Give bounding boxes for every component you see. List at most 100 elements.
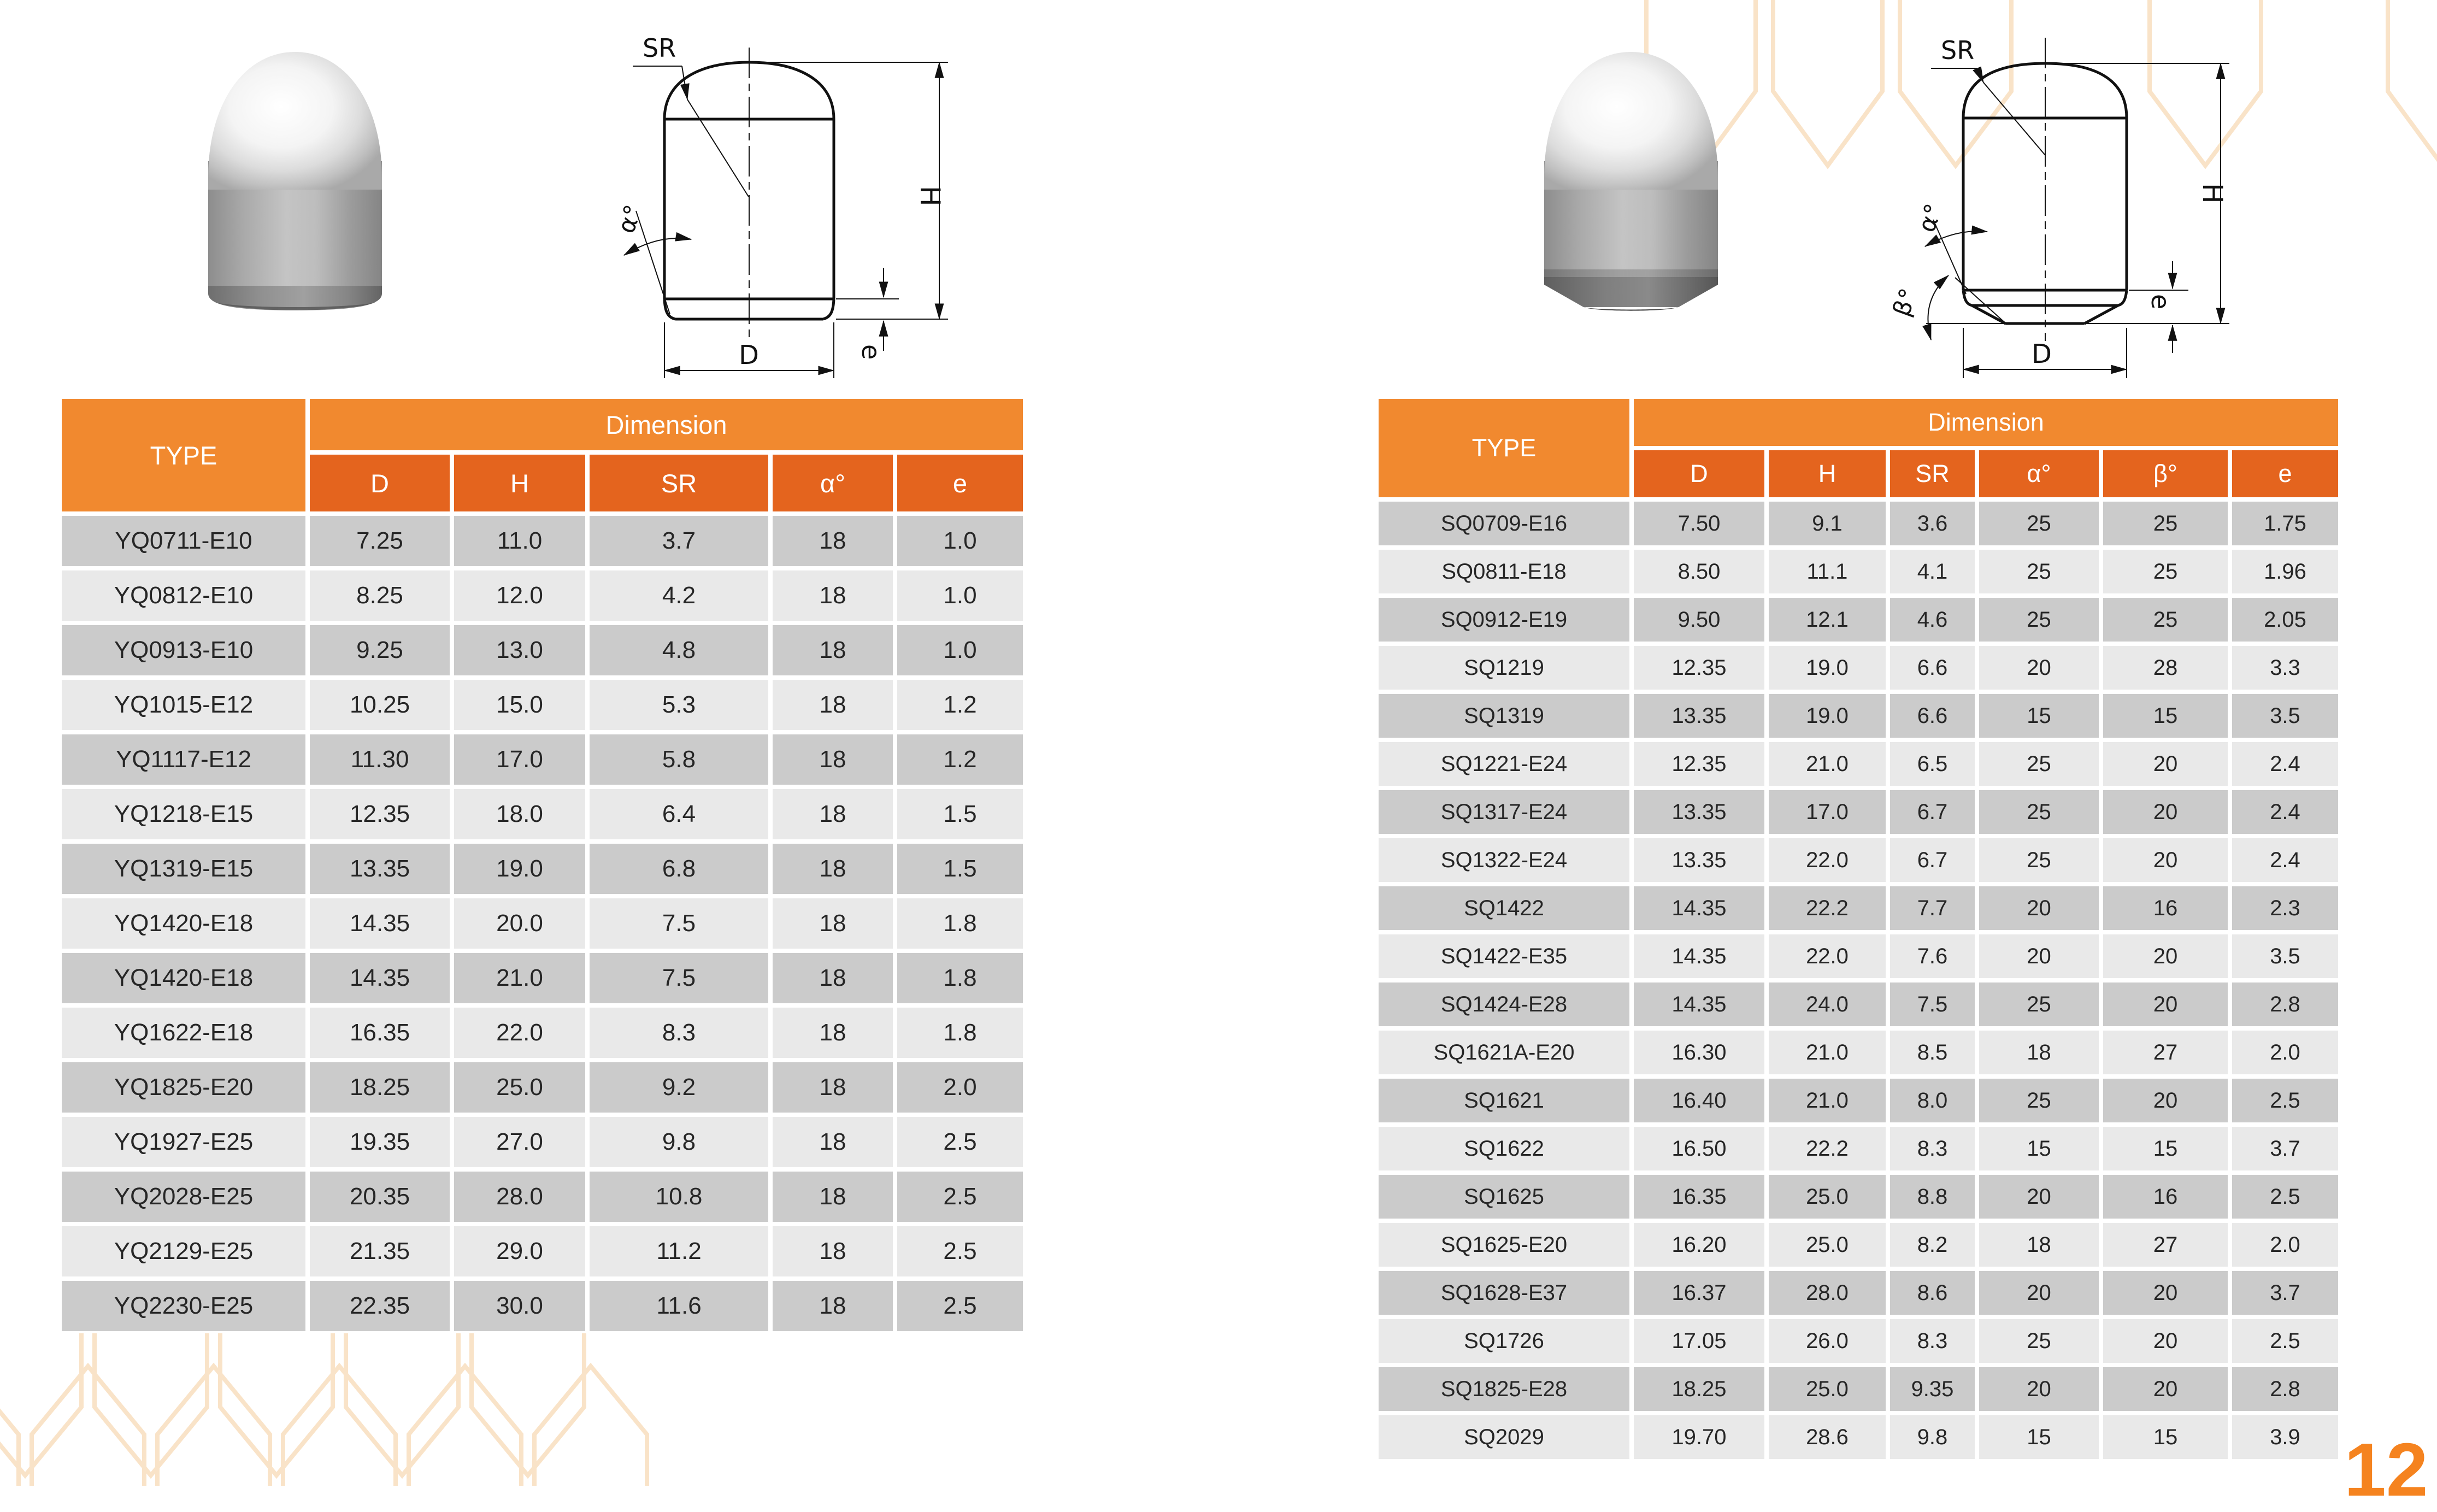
value-cell: 22.35	[310, 1281, 450, 1331]
value-cell: 18	[773, 1117, 893, 1167]
table-row: SQ1221-E24 12.35 21.0 6.5 25 20 2.4	[1379, 742, 2338, 786]
button-base	[208, 286, 382, 310]
value-cell: 8.3	[1890, 1319, 1975, 1363]
value-cell: 3.6	[1890, 502, 1975, 545]
value-cell: 20	[2103, 1271, 2228, 1315]
type-cell: YQ1825-E20	[62, 1062, 305, 1113]
value-cell: 20	[1979, 1175, 2099, 1219]
value-cell: 18	[773, 1281, 893, 1331]
value-cell: 20	[2103, 742, 2228, 786]
value-cell: 3.5	[2232, 694, 2338, 738]
value-cell: 16.40	[1634, 1079, 1764, 1122]
value-cell: 11.1	[1769, 550, 1886, 593]
value-cell: 18.25	[1634, 1367, 1764, 1411]
value-cell: 28	[2103, 646, 2228, 690]
column-header: H	[454, 455, 585, 511]
value-cell: 13.0	[454, 625, 585, 675]
value-cell: 20	[2103, 1079, 2228, 1122]
column-header: D	[310, 455, 450, 511]
value-cell: 14.35	[310, 898, 450, 949]
value-cell: 30.0	[454, 1281, 585, 1331]
value-cell: 20	[2103, 934, 2228, 978]
value-cell: 18	[773, 1226, 893, 1276]
value-cell: 20	[1979, 1367, 2099, 1411]
value-cell: 25	[1979, 838, 2099, 882]
value-cell: 1.5	[897, 844, 1023, 894]
value-cell: 22.0	[1769, 838, 1886, 882]
table-row: SQ1825-E28 18.25 25.0 9.35 20 20 2.8	[1379, 1367, 2338, 1411]
value-cell: 8.8	[1890, 1175, 1975, 1219]
value-cell: 20	[2103, 790, 2228, 834]
value-cell: 22.0	[1769, 934, 1886, 978]
type-cell: SQ0912-E19	[1379, 598, 1629, 642]
value-cell: 2.8	[2232, 982, 2338, 1026]
table-row: SQ1621 16.40 21.0 8.0 25 20 2.5	[1379, 1079, 2338, 1122]
value-cell: 15	[1979, 1127, 2099, 1170]
value-cell: 25	[1979, 742, 2099, 786]
value-cell: 25.0	[1769, 1223, 1886, 1267]
value-cell: 9.2	[590, 1062, 768, 1113]
value-cell: 1.8	[897, 1008, 1023, 1058]
value-cell: 18	[773, 789, 893, 839]
value-cell: 22.2	[1769, 1127, 1886, 1170]
type-cell: YQ1218-E15	[62, 789, 305, 839]
table-row: YQ1927-E25 19.35 27.0 9.8 18 2.5	[62, 1117, 1023, 1167]
value-cell: 16.20	[1634, 1223, 1764, 1267]
value-cell: 6.5	[1890, 742, 1975, 786]
value-cell: 15	[1979, 694, 2099, 738]
type-cell: SQ1424-E28	[1379, 982, 1629, 1026]
value-cell: 9.1	[1769, 502, 1886, 545]
value-cell: 2.0	[2232, 1031, 2338, 1074]
value-cell: 6.7	[1890, 838, 1975, 882]
value-cell: 20.0	[454, 898, 585, 949]
value-cell: 2.5	[2232, 1319, 2338, 1363]
value-cell: 17.0	[1769, 790, 1886, 834]
value-cell: 10.25	[310, 680, 450, 730]
type-cell: YQ2230-E25	[62, 1281, 305, 1331]
column-header: α°	[1979, 450, 2099, 497]
type-cell: YQ2028-E25	[62, 1172, 305, 1222]
value-cell: 8.0	[1890, 1079, 1975, 1122]
value-cell: 3.7	[590, 516, 768, 566]
button-photo-left	[208, 52, 382, 310]
button-dome	[208, 52, 382, 190]
type-cell: YQ1015-E12	[62, 680, 305, 730]
value-cell: 18	[773, 516, 893, 566]
value-cell: 25.0	[1769, 1175, 1886, 1219]
value-cell: 21.0	[1769, 1031, 1886, 1074]
value-cell: 25	[1979, 550, 2099, 593]
value-cell: 18.0	[454, 789, 585, 839]
value-cell: 3.9	[2232, 1415, 2338, 1459]
value-cell: 25.0	[454, 1062, 585, 1113]
value-cell: 15.0	[454, 680, 585, 730]
column-header: H	[1769, 450, 1886, 497]
value-cell: 7.6	[1890, 934, 1975, 978]
value-cell: 6.7	[1890, 790, 1975, 834]
value-cell: 20	[1979, 1271, 2099, 1315]
value-cell: 13.35	[1634, 694, 1764, 738]
label-e: e	[2146, 294, 2175, 309]
table-row: SQ1621A-E20 16.30 21.0 8.5 18 27 2.0	[1379, 1031, 2338, 1074]
type-cell: SQ1621	[1379, 1079, 1629, 1122]
dimension-header: Dimension	[1634, 399, 2338, 446]
value-cell: 16	[2103, 1175, 2228, 1219]
table-row: YQ0812-E10 8.25 12.0 4.2 18 1.0	[62, 570, 1023, 621]
value-cell: 21.0	[1769, 1079, 1886, 1122]
table-row: SQ1625 16.35 25.0 8.8 20 16 2.5	[1379, 1175, 2338, 1219]
value-cell: 1.75	[2232, 502, 2338, 545]
value-cell: 17.0	[454, 734, 585, 785]
value-cell: 18	[773, 898, 893, 949]
value-cell: 16.35	[1634, 1175, 1764, 1219]
value-cell: 8.2	[1890, 1223, 1975, 1267]
type-cell: YQ2129-E25	[62, 1226, 305, 1276]
value-cell: 25	[1979, 1079, 2099, 1122]
table-row: YQ1015-E12 10.25 15.0 5.3 18 1.2	[62, 680, 1023, 730]
type-cell: YQ0913-E10	[62, 625, 305, 675]
label-h: H	[2197, 183, 2228, 204]
value-cell: 25	[1979, 502, 2099, 545]
value-cell: 6.4	[590, 789, 768, 839]
value-cell: 3.5	[2232, 934, 2338, 978]
value-cell: 14.35	[310, 953, 450, 1003]
value-cell: 27	[2103, 1031, 2228, 1074]
value-cell: 7.25	[310, 516, 450, 566]
